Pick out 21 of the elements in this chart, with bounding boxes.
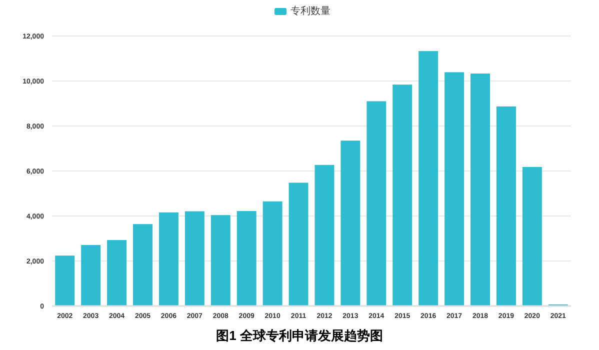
bar bbox=[444, 72, 464, 306]
bar bbox=[55, 256, 75, 306]
bar bbox=[107, 240, 127, 306]
bar bbox=[496, 106, 516, 306]
bar bbox=[184, 211, 204, 306]
bar bbox=[288, 182, 308, 306]
bar bbox=[236, 211, 256, 306]
bar bbox=[314, 164, 334, 306]
bar bbox=[158, 212, 178, 306]
bar bbox=[392, 84, 412, 306]
bar bbox=[262, 201, 282, 306]
bar bbox=[366, 101, 386, 306]
bar bbox=[81, 245, 101, 306]
caption: 图1 全球专利申请发展趋势图 bbox=[216, 328, 383, 343]
bar bbox=[470, 74, 490, 306]
bar bbox=[522, 166, 542, 306]
bar bbox=[340, 140, 360, 306]
bar bbox=[418, 51, 438, 306]
bar bbox=[210, 215, 230, 306]
bar bbox=[133, 224, 152, 306]
legend-label: 专利数量 bbox=[290, 5, 330, 17]
